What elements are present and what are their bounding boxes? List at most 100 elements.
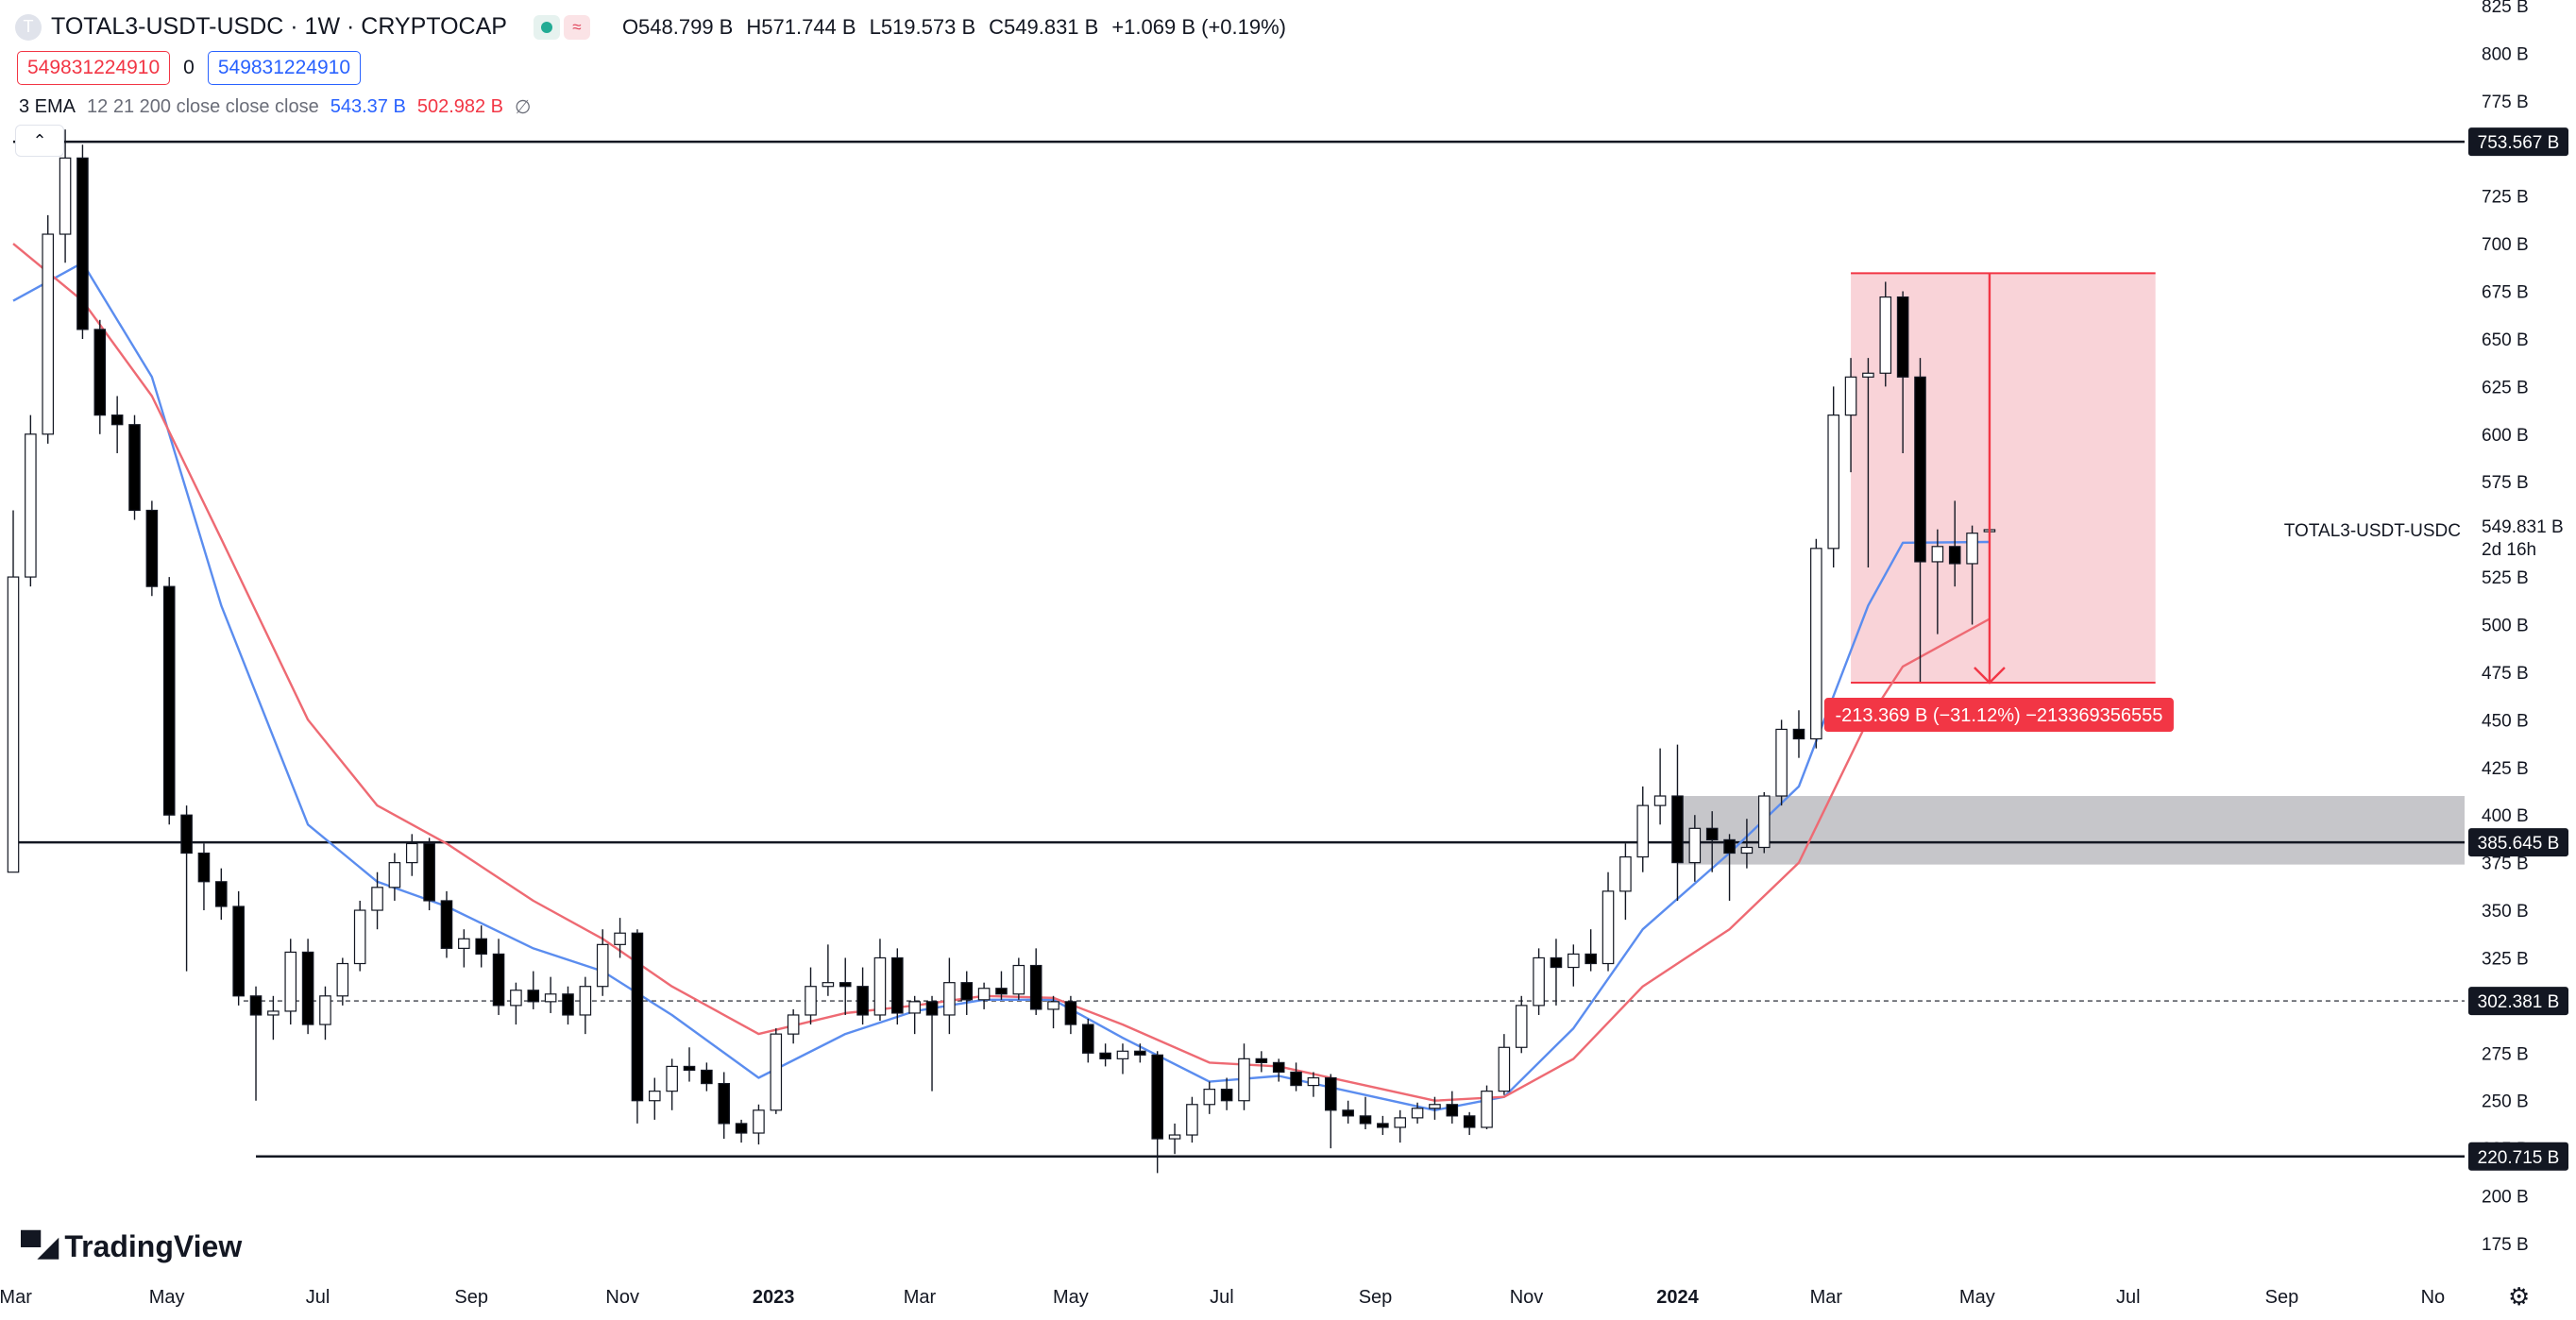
red-zone[interactable] [1851,273,2156,684]
candle[interactable] [1290,1062,1302,1092]
candle[interactable] [128,415,141,520]
candle[interactable] [683,1047,696,1082]
candle[interactable] [249,986,263,1101]
candle[interactable] [787,1008,800,1044]
candle[interactable] [180,805,193,972]
candle[interactable] [718,1072,731,1140]
candle[interactable] [544,976,557,1013]
gear-icon[interactable]: ⚙ [2508,1282,2531,1311]
candle[interactable] [1411,1102,1424,1124]
candle[interactable] [666,1058,678,1110]
candle[interactable] [1394,1109,1407,1143]
candle[interactable] [1064,995,1077,1035]
candle[interactable] [1568,944,1580,987]
candle[interactable] [1168,1123,1181,1155]
candle[interactable] [1081,1019,1094,1063]
candle[interactable] [1359,1096,1372,1129]
candle[interactable] [908,995,921,1035]
candle[interactable] [805,967,817,1025]
candle[interactable] [1723,834,1736,901]
candle[interactable] [839,957,852,1015]
candle[interactable] [336,957,349,1006]
candle[interactable] [232,890,245,1006]
candle[interactable] [562,986,574,1025]
candle[interactable] [1931,529,1944,635]
candle[interactable] [1307,1072,1320,1097]
candle[interactable] [162,577,176,825]
candle[interactable] [1481,1085,1493,1129]
candle[interactable] [873,939,887,1022]
candle[interactable] [1653,748,1667,825]
candle[interactable] [59,129,72,263]
candle[interactable] [1463,1111,1476,1136]
candle[interactable] [1012,957,1025,1000]
candle[interactable] [319,986,331,1041]
tradingview-logo[interactable]: ▀◢ TradingView [21,1229,242,1264]
candle[interactable] [1533,948,1545,1015]
candle[interactable] [1705,811,1719,872]
candle[interactable] [596,929,609,996]
candle[interactable] [197,843,211,911]
candle[interactable] [423,838,435,911]
candle[interactable] [1688,815,1702,882]
candle[interactable] [822,944,835,996]
candle[interactable] [1099,1043,1111,1067]
candle[interactable] [1429,1096,1441,1120]
wave-icon[interactable]: ≈ [563,14,590,40]
candle[interactable] [1377,1115,1389,1136]
candle[interactable] [284,939,297,1025]
symbol-title[interactable]: TOTAL3-USDT-USDC · 1W · CRYPTOCAP [51,13,507,40]
candle[interactable] [579,976,592,1035]
candle[interactable] [995,971,1008,1000]
candle[interactable] [925,995,939,1092]
candle[interactable] [1671,744,1684,901]
candle[interactable] [943,957,956,1035]
candle[interactable] [1186,1096,1198,1143]
candle[interactable] [7,510,20,873]
candle[interactable] [1585,929,1597,972]
candle[interactable] [25,415,37,587]
market-open-dot-icon[interactable] [533,14,560,40]
buy-price-button[interactable]: 549831224910 [207,51,361,85]
candle[interactable] [1238,1043,1250,1110]
candle[interactable] [648,1077,661,1120]
candle[interactable] [527,971,540,1009]
candle[interactable] [1134,1043,1146,1063]
sell-price-button[interactable]: 549831224910 [17,51,171,85]
candle[interactable] [891,948,904,1025]
indicator-legend[interactable]: 3 EMA 12 21 200 close close close 543.37… [19,95,531,119]
candle[interactable] [1116,1043,1129,1075]
candle[interactable] [1255,1051,1268,1073]
candle[interactable] [631,929,644,1124]
candle[interactable] [458,929,470,968]
symbol-logo-icon[interactable]: T [15,13,42,41]
candle[interactable] [1220,1077,1233,1110]
candle[interactable] [42,214,55,444]
collapse-legend-button[interactable]: ⌃ [15,125,64,157]
candle[interactable] [856,967,869,1025]
candle[interactable] [1844,358,1857,473]
candle[interactable] [1827,386,1839,567]
candle[interactable] [76,144,89,339]
candle[interactable] [1862,358,1874,567]
candle[interactable] [1272,1058,1285,1082]
candle[interactable] [735,1119,748,1143]
candle[interactable] [1342,1100,1354,1124]
candle[interactable] [977,982,991,1009]
candle[interactable] [388,853,401,901]
candle[interactable] [301,939,314,1035]
candle[interactable] [267,995,280,1041]
candle[interactable] [960,971,974,1015]
candle[interactable] [1792,710,1805,758]
candle[interactable] [1515,995,1528,1054]
candle[interactable] [475,925,487,968]
candle[interactable] [614,918,626,958]
candle[interactable] [492,939,505,1015]
candle[interactable] [701,1062,713,1092]
candle[interactable] [1775,719,1788,806]
candle[interactable] [93,319,107,434]
candle[interactable] [1203,1081,1216,1114]
candle[interactable] [1636,786,1650,872]
candle[interactable] [1740,819,1754,869]
